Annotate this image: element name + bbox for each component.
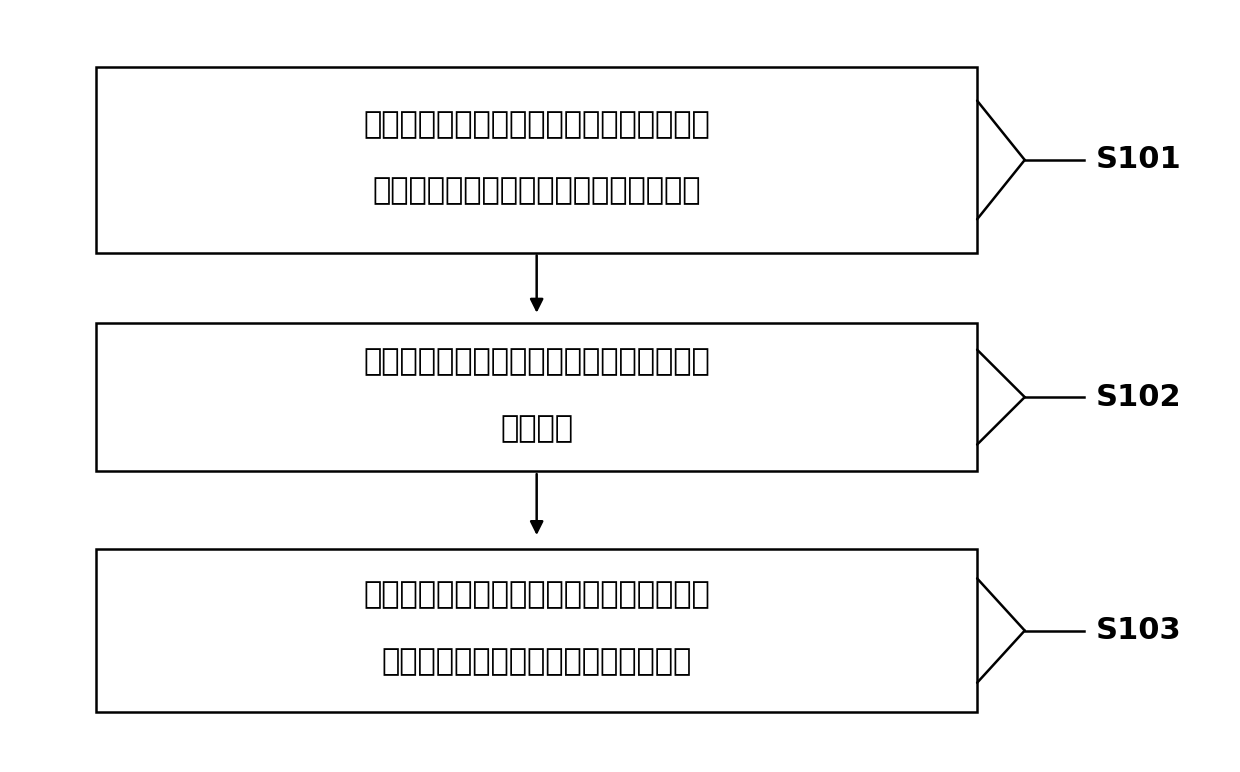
Text: 接收电信号，对电信号进行声学分析，基于: 接收电信号，对电信号进行声学分析，基于 [363, 581, 711, 610]
Bar [97, 549, 977, 712]
Text: S101: S101 [1096, 145, 1182, 174]
Text: 在压裂作业过程中，采集压裂液中携带的由: 在压裂作业过程中，采集压裂液中携带的由 [363, 110, 711, 139]
Text: S102: S102 [1096, 383, 1182, 411]
Bar [97, 323, 977, 471]
Text: 于地层起裂及裂缝延伸所产生的声波信号: 于地层起裂及裂缝延伸所产生的声波信号 [372, 177, 701, 205]
Text: 将声波信号转化为电信号，并将电信号传送: 将声波信号转化为电信号，并将电信号传送 [363, 347, 711, 376]
Text: S103: S103 [1096, 616, 1182, 645]
Text: 分析结果实时监测压裂裂缝的变化情况: 分析结果实时监测压裂裂缝的变化情况 [382, 647, 692, 676]
Text: 至工控机: 至工控机 [500, 414, 573, 443]
Bar [97, 67, 977, 252]
